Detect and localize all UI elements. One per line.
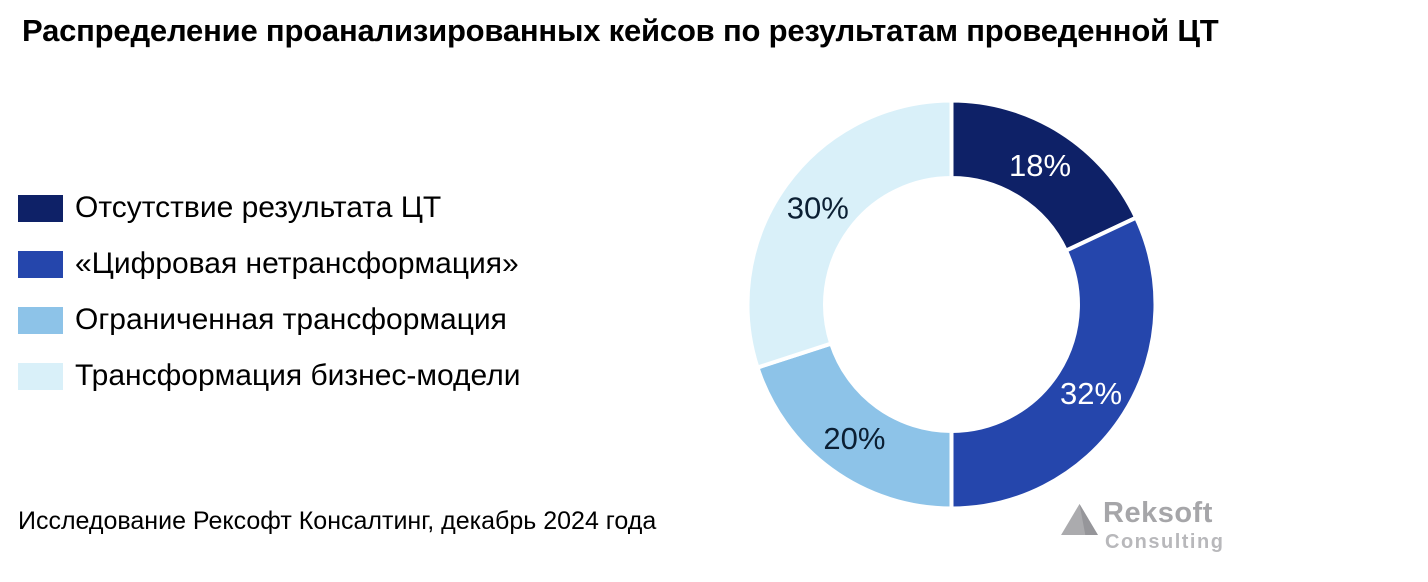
source-note: Исследование Рексофт Консалтинг, декабрь… xyxy=(18,507,657,535)
donut-slice-3 xyxy=(745,98,954,370)
donut-slice-1 xyxy=(949,215,1158,511)
slice-label-0: 18% xyxy=(1009,148,1071,183)
legend-label: Трансформация бизнес-модели xyxy=(75,359,521,392)
legend-swatch xyxy=(18,250,63,278)
reksoft-logo: Reksoft Consulting xyxy=(1061,499,1224,552)
donut-chart: 18% 32% 20% 30% xyxy=(745,98,1158,511)
legend-swatch xyxy=(18,194,63,222)
legend-label: Отсутствие результата ЦТ xyxy=(75,191,442,224)
legend-item: «Цифровая нетрансформация» xyxy=(18,247,521,281)
legend-item: Отсутствие результата ЦТ xyxy=(18,191,521,225)
reksoft-triangle-icon xyxy=(1061,503,1098,536)
legend-label: «Цифровая нетрансформация» xyxy=(75,247,519,280)
legend-swatch xyxy=(18,362,63,390)
legend-label: Ограниченная трансформация xyxy=(75,303,507,336)
donut-slice-2 xyxy=(755,341,954,511)
logo-subtitle: Consulting xyxy=(1105,531,1225,553)
slice-label-3: 30% xyxy=(787,190,849,225)
chart-title: Распределение проанализированных кейсов … xyxy=(22,13,1219,48)
logo-text: Reksoft Consulting xyxy=(1103,497,1225,553)
legend-item: Ограниченная трансформация xyxy=(18,303,521,337)
slice-label-2: 20% xyxy=(823,421,885,456)
legend-item: Трансформация бизнес-модели xyxy=(18,359,521,393)
slice-label-1: 32% xyxy=(1060,376,1122,411)
logo-name: Reksoft xyxy=(1103,497,1213,529)
legend: Отсутствие результата ЦТ «Цифровая нетра… xyxy=(18,191,521,393)
legend-swatch xyxy=(18,306,63,334)
